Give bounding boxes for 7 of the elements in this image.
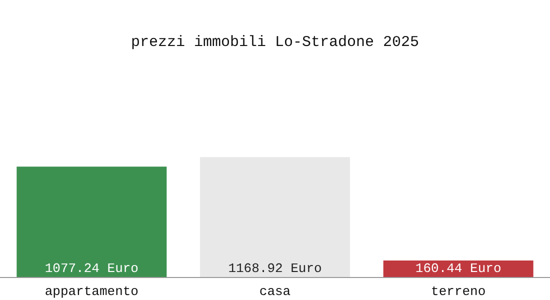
- data-label: 1077.24 Euro: [44, 261, 138, 276]
- x-tick-label: appartamento: [44, 284, 138, 299]
- data-label: 1168.92 Euro: [228, 261, 322, 276]
- x-tick-label: casa: [259, 284, 291, 299]
- x-tick-label: terreno: [431, 284, 486, 299]
- data-label: 160.44 Euro: [415, 261, 502, 276]
- chart-title: prezzi immobili Lo-Stradone 2025: [130, 34, 420, 51]
